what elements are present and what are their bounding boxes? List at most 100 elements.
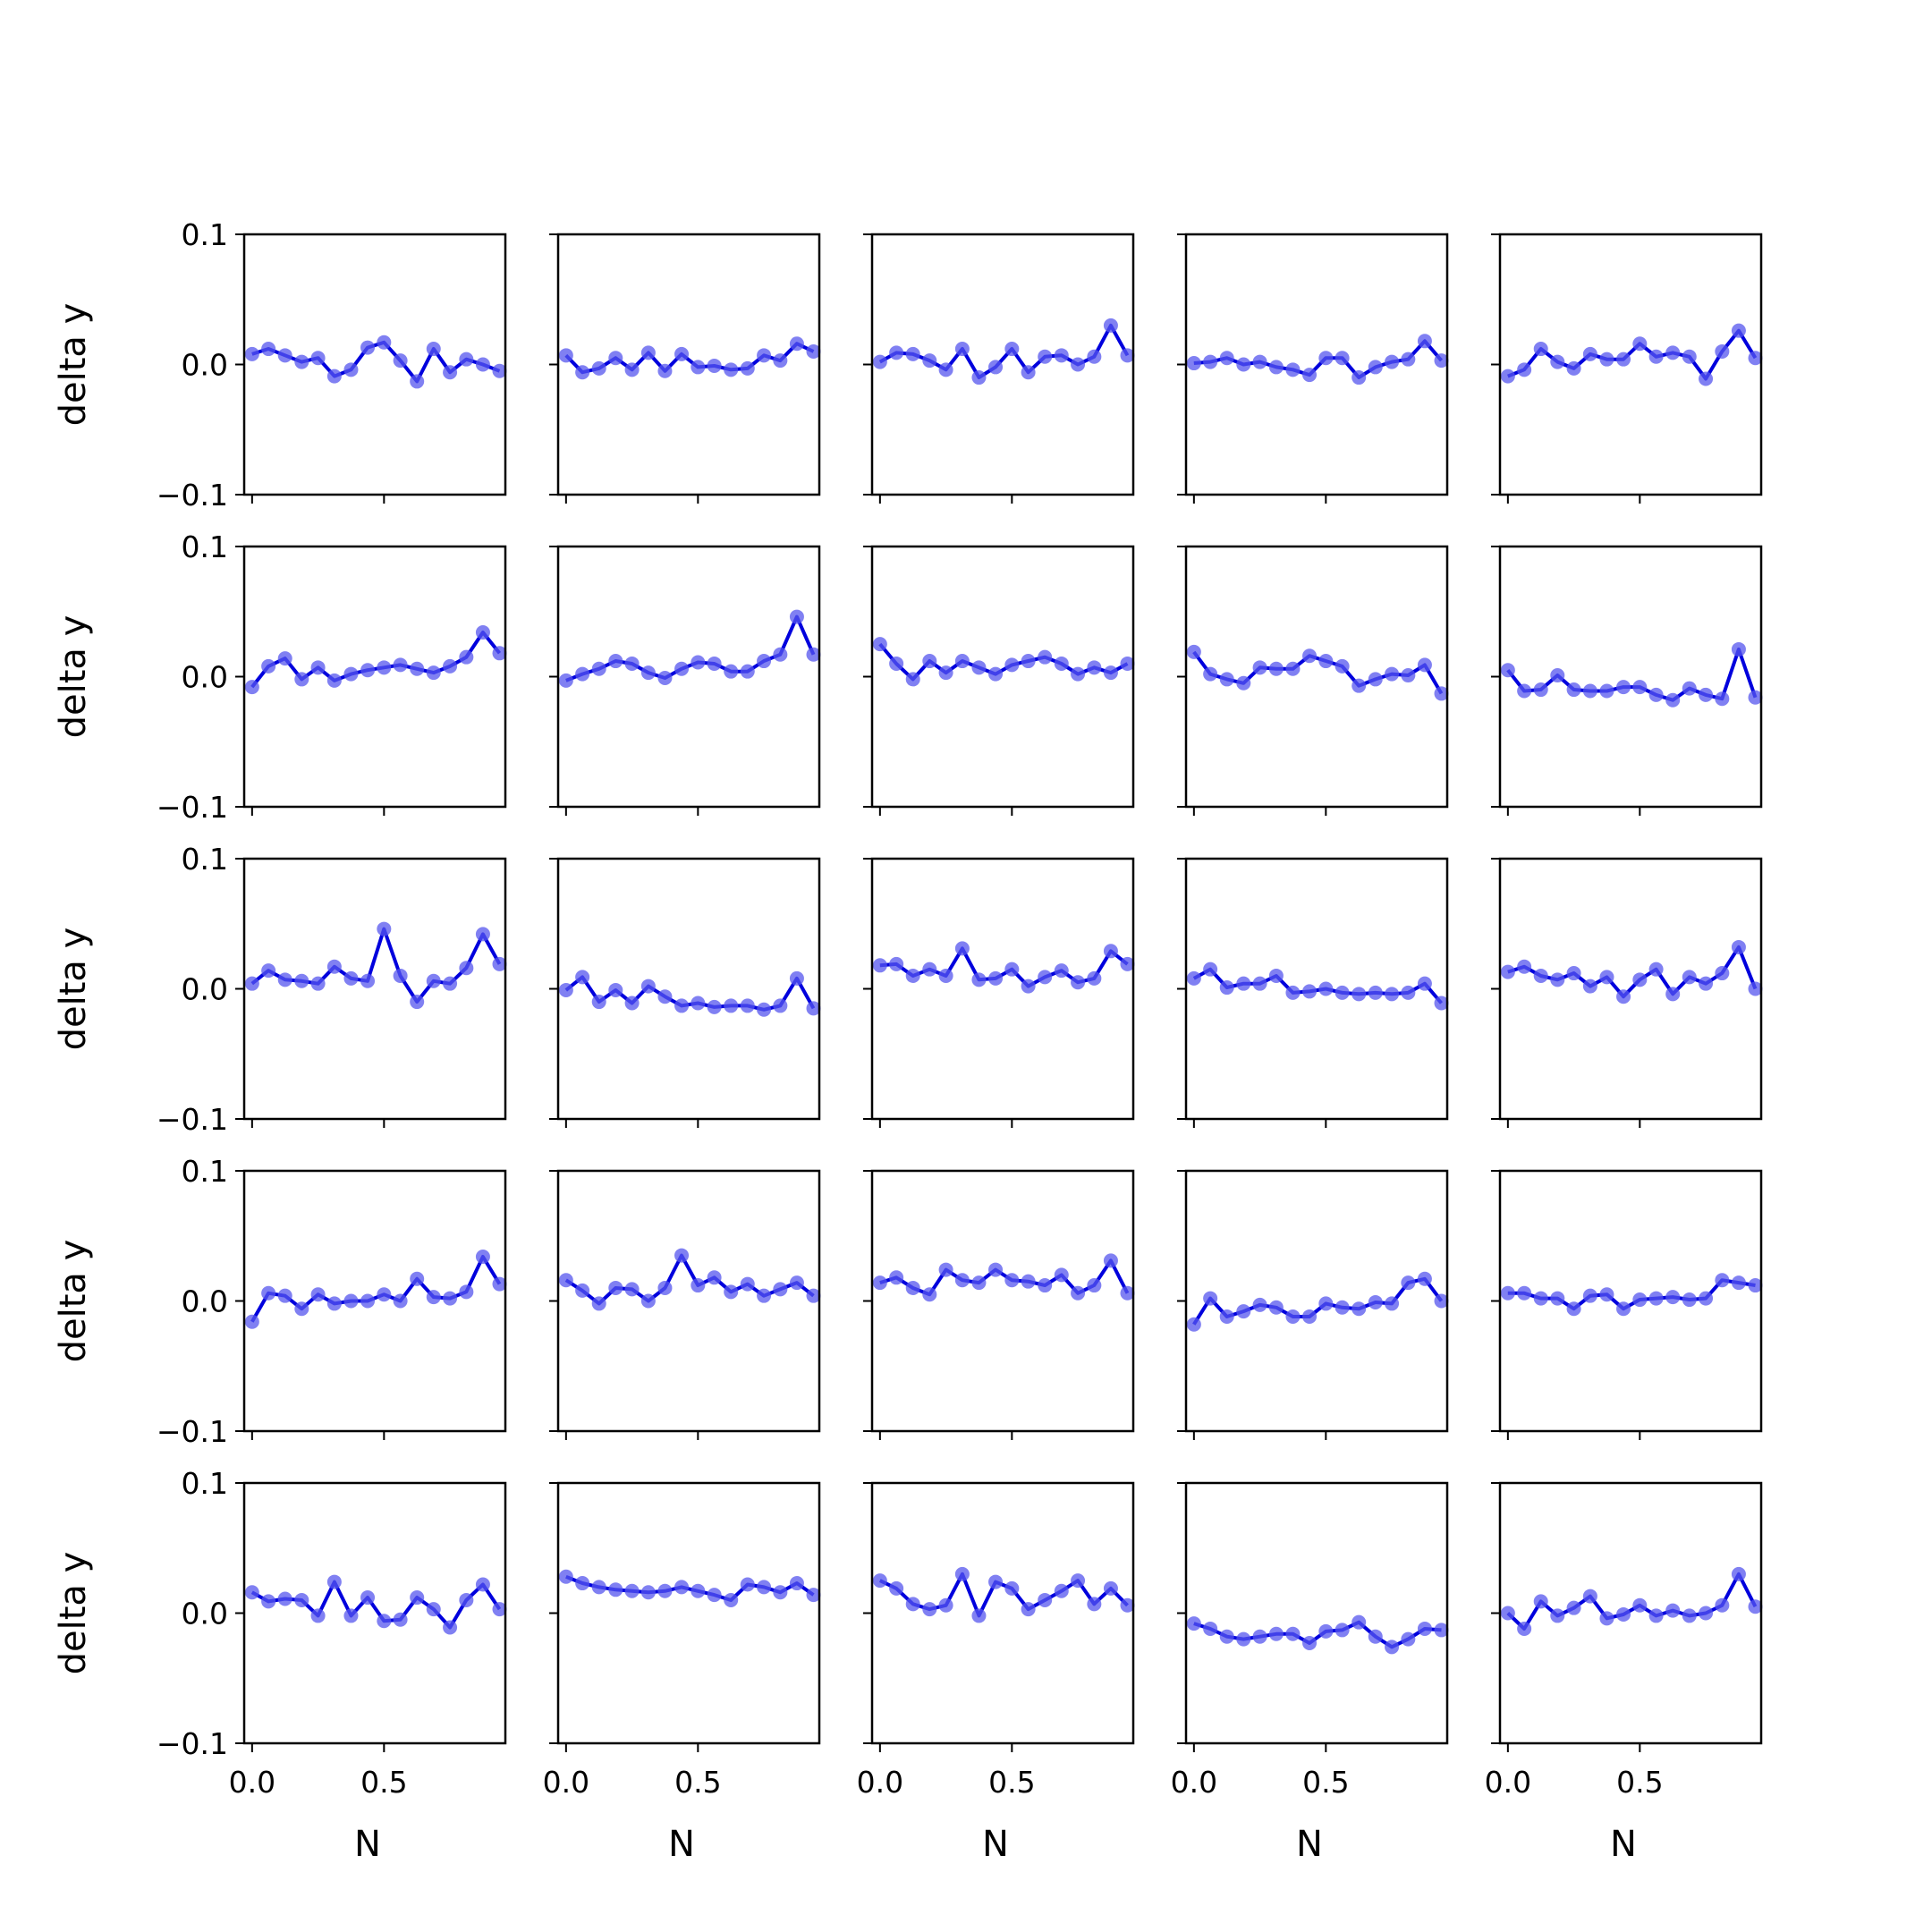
subplot-r4-c2 [549, 1169, 821, 1440]
x-tick-label: 0.5 [360, 1765, 407, 1800]
y-tick-label: 0.1 [182, 530, 228, 564]
data-point [1500, 964, 1515, 979]
data-point [1186, 970, 1201, 986]
data-point [1417, 334, 1432, 349]
data-point [1004, 657, 1020, 673]
data-point [773, 1585, 788, 1600]
data-point [724, 998, 739, 1013]
data-point [1632, 1597, 1648, 1613]
data-point [1682, 349, 1697, 364]
data-point [1302, 1309, 1318, 1324]
data-point [1385, 666, 1400, 682]
axes-frame [870, 857, 1135, 1121]
data-point [1318, 351, 1334, 366]
y-axis-label: delta y [53, 928, 94, 1051]
data-point [459, 1284, 474, 1300]
data-point [1748, 1599, 1763, 1614]
data-point [1004, 342, 1020, 357]
data-point [1335, 1623, 1350, 1638]
data-point [360, 973, 376, 988]
y-axis-label: delta y [53, 615, 94, 739]
data-point [1385, 354, 1400, 369]
data-point [740, 360, 755, 376]
data-point [806, 343, 821, 359]
data-point [1665, 987, 1681, 1002]
subplot-r2-c1: −0.1 0.0 0.1 delta y [53, 530, 507, 825]
data-point [377, 1614, 392, 1629]
data-point [426, 1290, 441, 1305]
data-point [261, 658, 276, 674]
data-point [905, 346, 920, 361]
data-point [1368, 360, 1383, 375]
data-point [244, 680, 259, 695]
data-point [310, 976, 326, 991]
data-point [971, 1608, 987, 1623]
data-point [1566, 360, 1581, 376]
data-point [294, 973, 309, 988]
y-tick-label: 0.1 [182, 842, 228, 877]
data-point [1401, 1631, 1416, 1647]
data-point [1186, 356, 1201, 371]
data-point [326, 369, 342, 384]
data-point [724, 1284, 739, 1300]
data-point [1004, 1273, 1020, 1288]
x-tick-label: 0.0 [543, 1765, 589, 1800]
series-line [879, 946, 1129, 988]
data-point [1103, 944, 1118, 959]
series-line [1506, 1572, 1758, 1631]
data-point [558, 1569, 573, 1584]
data-point [806, 1288, 821, 1303]
axes-frame [1498, 545, 1763, 809]
subplot-r3-c3 [863, 857, 1135, 1128]
data-point [410, 1590, 425, 1606]
series-line [1192, 650, 1444, 695]
data-point [1748, 690, 1763, 705]
y-tick-label: 0.1 [182, 217, 228, 252]
data-point [1731, 939, 1746, 954]
data-point [591, 661, 606, 676]
y-tick-label: 0.1 [182, 1466, 228, 1501]
axes-frame [242, 1169, 507, 1433]
data-point [475, 625, 490, 640]
data-point [393, 657, 408, 673]
x-tick-label: 0.0 [1171, 1765, 1217, 1800]
data-point [343, 970, 359, 986]
y-axis-label: delta y [53, 303, 94, 427]
data-point [1550, 668, 1565, 683]
data-point [1252, 354, 1267, 369]
subplot-r4-c4 [1177, 1169, 1449, 1440]
data-point [657, 989, 673, 1004]
data-point [1236, 1304, 1251, 1319]
data-point [492, 1602, 507, 1617]
data-point [326, 1296, 342, 1311]
data-point [1517, 1285, 1532, 1301]
data-point [1038, 1592, 1053, 1607]
series-line [250, 927, 502, 1004]
data-point [426, 665, 441, 681]
data-point [1682, 1608, 1697, 1623]
data-point [1699, 687, 1714, 702]
data-point [1385, 1640, 1400, 1655]
data-point [492, 363, 507, 378]
axes-frame [1498, 233, 1763, 496]
axes-frame [1184, 857, 1449, 1121]
data-point [1335, 1300, 1350, 1315]
data-point [558, 673, 573, 688]
data-point [624, 656, 640, 671]
data-point [1103, 1253, 1118, 1268]
series-line [250, 631, 502, 689]
data-point [1071, 357, 1086, 372]
data-point [377, 921, 392, 936]
data-point [757, 1288, 772, 1303]
data-point [1632, 680, 1648, 695]
subplot-r1-c3 [863, 233, 1135, 504]
data-point [310, 351, 326, 366]
subplot-r5-c5: 0.0 0.5 N [1485, 1481, 1763, 1865]
data-point [261, 963, 276, 979]
data-point [1236, 357, 1251, 372]
data-point [971, 972, 987, 987]
series-line [878, 642, 1129, 682]
data-point [872, 637, 887, 652]
data-point [1335, 658, 1350, 674]
data-point [922, 1287, 937, 1302]
